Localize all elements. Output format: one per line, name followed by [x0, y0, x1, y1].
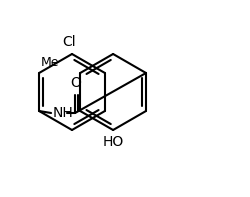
Text: Me: Me: [41, 56, 59, 69]
Text: O: O: [70, 76, 81, 90]
Text: Cl: Cl: [62, 35, 76, 49]
Text: NH: NH: [53, 106, 74, 120]
Text: HO: HO: [102, 135, 123, 149]
